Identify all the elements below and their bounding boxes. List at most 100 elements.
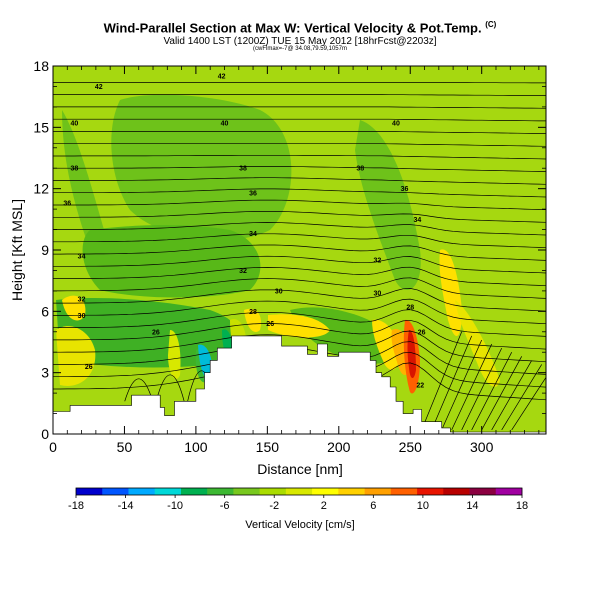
- contour-label: 32: [373, 258, 381, 265]
- chart-subtitle: Valid 1400 LST (1200Z) TUE 15 May 2012 […: [163, 36, 437, 47]
- y-tick-label: 18: [33, 58, 49, 74]
- x-tick-label: 150: [256, 439, 280, 455]
- colorbar-swatch: [312, 488, 339, 495]
- contour-label: 26: [152, 329, 160, 336]
- field-region: [168, 330, 181, 379]
- contour-label: 32: [78, 297, 86, 304]
- contour-label: 36: [63, 200, 71, 207]
- contour-label: 26: [418, 329, 426, 336]
- theta-contour: [53, 330, 546, 363]
- contour-label: 40: [221, 121, 229, 128]
- theta-contour: [53, 222, 546, 236]
- colorbar-swatch: [495, 488, 523, 495]
- x-tick-label: 200: [327, 439, 351, 455]
- contour-label: 34: [78, 254, 86, 261]
- theta-contour: [461, 347, 503, 431]
- theta-contour: [53, 177, 546, 185]
- contour-label: 30: [373, 290, 381, 297]
- theta-contour: [53, 309, 546, 337]
- contour-label: 34: [249, 231, 257, 238]
- field-region: [62, 295, 86, 321]
- theta-contour: [53, 143, 546, 147]
- contour-label: 26: [85, 364, 93, 371]
- colorbar-tick-label: 18: [516, 500, 528, 512]
- theta-contour: [451, 343, 493, 431]
- theta-contour: [53, 298, 546, 325]
- y-axis-ticks: 0 36 9 12 15 18: [33, 58, 546, 442]
- contour-label: 22: [416, 382, 424, 389]
- colorbar-swatch: [207, 488, 234, 495]
- terrain: [53, 335, 546, 434]
- colorbar-tick-label: -18: [68, 500, 84, 512]
- y-tick-label: 12: [33, 181, 49, 197]
- theta-contour: [501, 364, 543, 431]
- colorbar-swatch: [259, 488, 287, 495]
- colorbar-swatch: [443, 488, 470, 495]
- colorbar-swatch: [154, 488, 182, 495]
- x-tick-label: 0: [49, 439, 57, 455]
- field-region: [244, 308, 262, 332]
- field-region: [62, 110, 111, 266]
- contour-label: 42: [95, 84, 103, 91]
- y-tick-label: 0: [41, 426, 49, 442]
- y-tick-label: 9: [41, 242, 49, 258]
- field-region: [455, 300, 500, 387]
- x-axis-ticks: 0 50 100 150 200 250 300: [49, 66, 540, 455]
- contour-label: 28: [406, 305, 414, 312]
- theta-contour: [53, 199, 546, 211]
- contour-label: 40: [71, 121, 79, 128]
- contour-label: 30: [78, 313, 86, 320]
- colorbar-swatch: [128, 488, 156, 495]
- contour-label: 38: [71, 166, 79, 173]
- theta-contour: [53, 118, 546, 122]
- theta-contour: [53, 266, 546, 287]
- field-region: [56, 326, 96, 386]
- theta-contour: [431, 335, 473, 431]
- colorbar-swatch: [76, 488, 103, 495]
- theta-contour: [53, 106, 546, 109]
- colorbar-swatch: [417, 488, 444, 495]
- colorbar-tick-label: 2: [321, 500, 327, 512]
- colorbar-tick-label: 14: [466, 500, 478, 512]
- contour-label: 26: [266, 321, 274, 328]
- x-tick-label: 50: [117, 439, 133, 455]
- theta-contours: [53, 82, 546, 431]
- colorbar-swatch: [364, 488, 392, 495]
- downdraft-region: [198, 344, 213, 380]
- contour-label: 40: [392, 121, 400, 128]
- theta-contour: [53, 188, 546, 198]
- y-tick-label: 6: [41, 303, 49, 319]
- contour-label: 36: [401, 186, 409, 193]
- colorbar-tick-label: -6: [220, 500, 230, 512]
- y-tick-label: 15: [33, 119, 49, 135]
- theta-contour: [53, 210, 546, 223]
- theta-contour: [481, 356, 523, 431]
- theta-contour: [53, 82, 546, 84]
- colorbar-tick-label: 6: [370, 500, 376, 512]
- theta-contour: [53, 233, 546, 249]
- theta-contour: [53, 255, 546, 274]
- colorbar-label: Vertical Velocity [cm/s]: [245, 519, 354, 531]
- theta-contour: [421, 331, 463, 431]
- contour-label: 30: [275, 288, 283, 295]
- updraft-core-inner: [407, 330, 416, 379]
- contour-label: 34: [413, 217, 421, 224]
- colorbar-swatch: [102, 488, 129, 495]
- contour-label: 36: [249, 190, 257, 197]
- field-region: [439, 249, 462, 337]
- theta-contour: [53, 319, 546, 350]
- colorbar-tick-label: -14: [118, 500, 134, 512]
- colorbar-swatch: [285, 488, 313, 495]
- contour-label: 38: [239, 166, 247, 173]
- field-region: [82, 225, 261, 298]
- chart-subtitle-2: (cwFlmax=-7@ 34.08,79.59,1057m: [253, 46, 347, 52]
- theta-contour: [511, 376, 546, 431]
- theta-contour: [124, 378, 154, 402]
- theta-contour: [53, 166, 546, 172]
- colorbar-frame: [75, 487, 523, 496]
- contour-labels: 42 42 40 40 40 38 38 38 36 36 36 34 34 34 32 32 32 30 30 30…: [63, 74, 425, 390]
- x-tick-label: 250: [399, 439, 423, 455]
- theta-contour: [53, 244, 546, 261]
- title-mark: (C): [485, 20, 497, 29]
- theta-contour: [441, 339, 483, 431]
